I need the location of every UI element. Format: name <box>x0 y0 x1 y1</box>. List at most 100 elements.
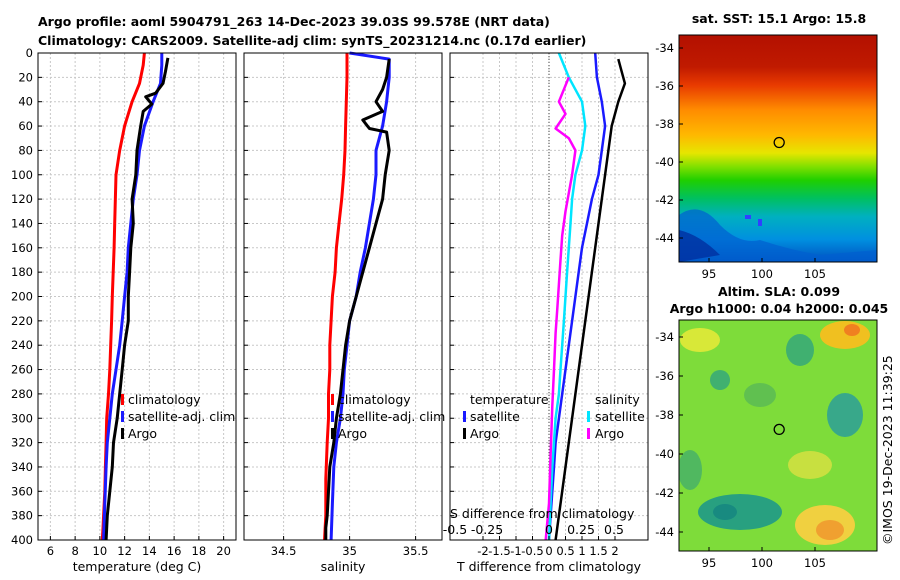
series-line-argo <box>104 57 170 541</box>
y-tick-label: 300 <box>11 411 33 425</box>
x-axis-label: T difference from climatology <box>456 559 642 574</box>
profile-location-marker <box>773 423 785 436</box>
map-x-tick-label: 105 <box>804 556 826 570</box>
y-tick-label: 160 <box>11 241 33 255</box>
legend-label-argo: Argo <box>128 426 157 441</box>
y-tick-label: 40 <box>18 95 33 109</box>
legend-swatch-satellite <box>121 411 124 422</box>
x-tick-label: 35.5 <box>403 544 429 558</box>
salinity-panel: 34.5 35 35.5 salinity <box>243 51 443 574</box>
temperature-panel: 6 8 10 12 14 16 18 2002040608010012014016018020… <box>11 46 237 574</box>
y-tick-label: 360 <box>11 484 33 498</box>
series-line-t-argo <box>554 58 627 541</box>
legend-swatch-satellite <box>331 411 334 422</box>
map-y-tick-label: -36 <box>655 79 674 93</box>
series-line-satellite-adj-clim <box>329 51 391 541</box>
x-tick-label: 20 <box>216 544 231 558</box>
x-tick-label: 1.5 <box>589 544 607 558</box>
map-y-tick-label: -42 <box>655 193 674 207</box>
legend-label-s-argo: Argo <box>595 426 624 441</box>
map-y-tick-label: -34 <box>655 41 674 55</box>
map-y-tick-label: -44 <box>655 231 674 245</box>
sst-ticks: -34 -36 -38 -40 -42 -44 95 100 105 <box>655 41 826 281</box>
sla-blob <box>786 334 814 366</box>
series-line-climatology <box>323 53 349 541</box>
map-x-tick-label: 105 <box>804 267 826 281</box>
x-axis-label: salinity <box>321 559 366 574</box>
y-tick-label: 80 <box>18 143 33 157</box>
map-x-tick-label: 100 <box>751 267 773 281</box>
y-tick-label: 20 <box>18 70 33 84</box>
x-tick-label: -1 <box>510 544 521 558</box>
legend-swatch-s-satellite <box>587 411 590 422</box>
series-line-argo <box>324 58 391 540</box>
x-tick-label: -2 <box>477 544 488 558</box>
legend-label-t-satellite: satellite <box>470 409 520 424</box>
series-line-satellite-adj-clim <box>102 53 164 541</box>
x-tick-label: 8 <box>71 544 78 558</box>
y-tick-label: 180 <box>11 265 33 279</box>
difference-legend: temperature satellite Argo salinity sate… <box>463 392 645 441</box>
sla-blob <box>827 393 863 437</box>
x-tick-label: 6 <box>47 544 54 558</box>
profile-location-marker <box>773 136 785 149</box>
y-tick-label: 320 <box>11 436 33 450</box>
map-y-tick-label: -36 <box>655 369 674 383</box>
legend-label-climatology: climatology <box>128 392 201 407</box>
sla-blob <box>788 451 832 479</box>
x-tick-label: 18 <box>192 544 207 558</box>
legend-label-s-satellite: satellite <box>595 409 645 424</box>
series-line-t-satellite <box>547 52 607 541</box>
x-tick-label: 35 <box>342 544 357 558</box>
secondary-tick-label: 0.5 <box>604 522 624 537</box>
imos-credit: ©IMOS 19-Dec-2023 11:39:25 <box>880 355 895 545</box>
legend-label-satellite: satellite-adj. clim <box>338 409 445 424</box>
map-y-tick-label: -40 <box>655 447 674 461</box>
x-tick-label: -0.5 <box>521 544 543 558</box>
legend-swatch-s-argo <box>587 428 590 439</box>
secondary-xlabel: S difference from climatology <box>450 506 635 521</box>
y-tick-label: 120 <box>11 192 33 206</box>
map-y-tick-label: -34 <box>655 330 674 344</box>
x-tick-label: 12 <box>117 544 132 558</box>
y-tick-label: 200 <box>11 290 33 304</box>
sla-blob <box>679 450 702 490</box>
secondary-tick-label: -0.25 <box>471 522 503 537</box>
series-line-s-argo <box>544 76 577 541</box>
sst-map: sat. SST: 15.1 Argo: 15.8 -34 -36 -38 -40 -4… <box>655 11 878 281</box>
series-line-s-satellite <box>547 52 587 541</box>
y-tick-label: 0 <box>26 46 33 60</box>
legend-swatch-t-satellite <box>463 411 466 422</box>
legend-swatch-argo <box>121 428 124 439</box>
x-tick-label: 14 <box>142 544 157 558</box>
map-y-tick-label: -40 <box>655 155 674 169</box>
y-tick-label: 140 <box>11 216 33 230</box>
sla-blob <box>844 324 860 336</box>
secondary-axis: S difference from climatology -0.5 -0.25… <box>443 506 635 537</box>
x-tick-label: 2 <box>611 544 618 558</box>
x-tick-label: 16 <box>167 544 182 558</box>
map-x-tick-label: 95 <box>702 267 717 281</box>
sst-map-title: sat. SST: 15.1 Argo: 15.8 <box>692 11 866 26</box>
x-tick-label: 0 <box>545 544 552 558</box>
legend-swatch-t-argo <box>463 428 466 439</box>
sla-map-title: Altim. SLA: 0.099 <box>718 284 840 299</box>
legend-swatch-climatology <box>121 394 124 405</box>
map-x-tick-label: 100 <box>751 556 773 570</box>
sla-map-frame <box>678 319 878 552</box>
sla-blob <box>698 494 782 530</box>
y-tick-label: 100 <box>11 168 33 182</box>
figure-title-line2: Climatology: CARS2009. Satellite-adj cli… <box>38 33 586 49</box>
sla-blob <box>820 321 870 349</box>
map-y-tick-label: -42 <box>655 486 674 500</box>
sst-pixel <box>745 215 751 219</box>
sst-cold-patch <box>679 209 877 262</box>
sla-ticks: -34 -36 -38 -40 -42 -44 95 100 105 <box>655 330 826 570</box>
legend-swatch-climatology <box>331 394 334 405</box>
sla-blob <box>744 383 776 407</box>
legend-label-satellite: satellite-adj. clim <box>128 409 235 424</box>
x-tick-label: 0.5 <box>556 544 574 558</box>
y-tick-label: 280 <box>11 387 33 401</box>
x-tick-label: -1.5 <box>488 544 510 558</box>
